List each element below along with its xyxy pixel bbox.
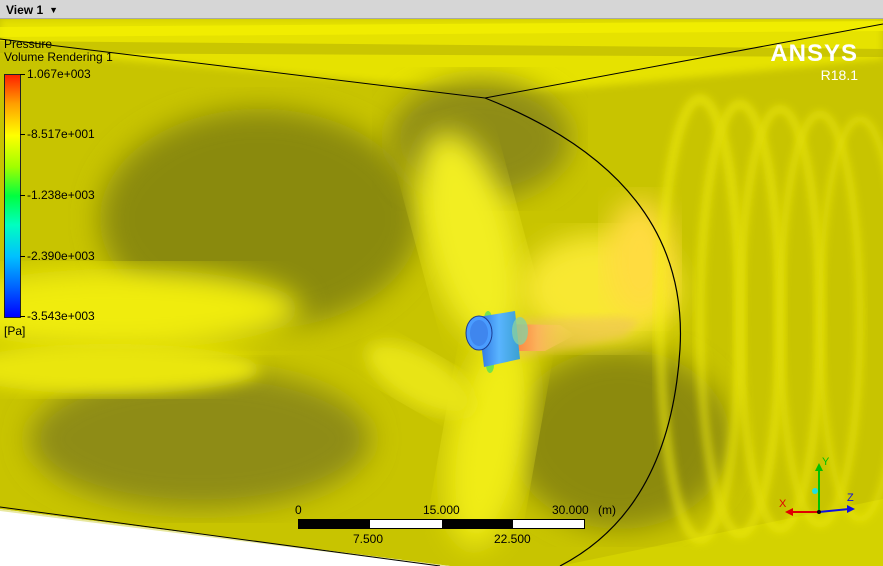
triad-y-label: Y xyxy=(822,456,830,468)
scale-segment xyxy=(442,520,513,528)
axis-triad[interactable]: Y Z X xyxy=(775,455,865,535)
scale-segment xyxy=(513,520,584,528)
legend-tick xyxy=(20,74,25,75)
legend-variable: Pressure xyxy=(4,37,53,51)
pressure-volume-rendering xyxy=(0,19,883,566)
chevron-down-icon[interactable]: ▼ xyxy=(49,4,59,15)
legend-tick xyxy=(20,256,25,257)
scale-segment xyxy=(370,520,442,528)
scale-label: 15.000 xyxy=(423,503,460,517)
scale-label: 7.500 xyxy=(353,532,384,546)
view-tab-label: View 1 xyxy=(6,2,44,17)
view-tab-bar: View 1 ▼ xyxy=(0,0,883,19)
scale-segment xyxy=(299,520,370,528)
legend-tick xyxy=(20,134,25,135)
ansys-logo: ANSYS R18.1 xyxy=(770,40,858,84)
legend-color-bar xyxy=(4,74,21,318)
scale-label: 22.500 xyxy=(494,532,531,546)
legend-rendering-name: Volume Rendering 1 xyxy=(4,50,113,64)
ansys-logo-name: ANSYS xyxy=(770,40,858,67)
legend-value: -2.390e+003 xyxy=(27,249,95,263)
legend-value: -1.238e+003 xyxy=(27,188,95,202)
scale-label: 0 xyxy=(295,503,302,517)
scale-bar xyxy=(298,519,585,529)
scale-label: 30.000 xyxy=(552,503,589,517)
legend-unit: [Pa] xyxy=(4,324,26,338)
legend-tick xyxy=(20,316,25,317)
legend-value-min: -3.543e+003 xyxy=(27,309,95,323)
view-tab[interactable]: View 1 ▼ xyxy=(0,0,64,19)
legend-tick xyxy=(20,195,25,196)
ansys-version: R18.1 xyxy=(820,67,858,83)
triad-x-label: X xyxy=(779,498,787,510)
scale-unit: (m) xyxy=(598,503,616,517)
legend-value: -8.517e+001 xyxy=(27,127,95,141)
triad-z-label: Z xyxy=(847,492,854,504)
3d-viewport[interactable]: Pressure Volume Rendering 1 1.067e+003 -… xyxy=(0,19,883,566)
legend-value-max: 1.067e+003 xyxy=(27,67,91,81)
